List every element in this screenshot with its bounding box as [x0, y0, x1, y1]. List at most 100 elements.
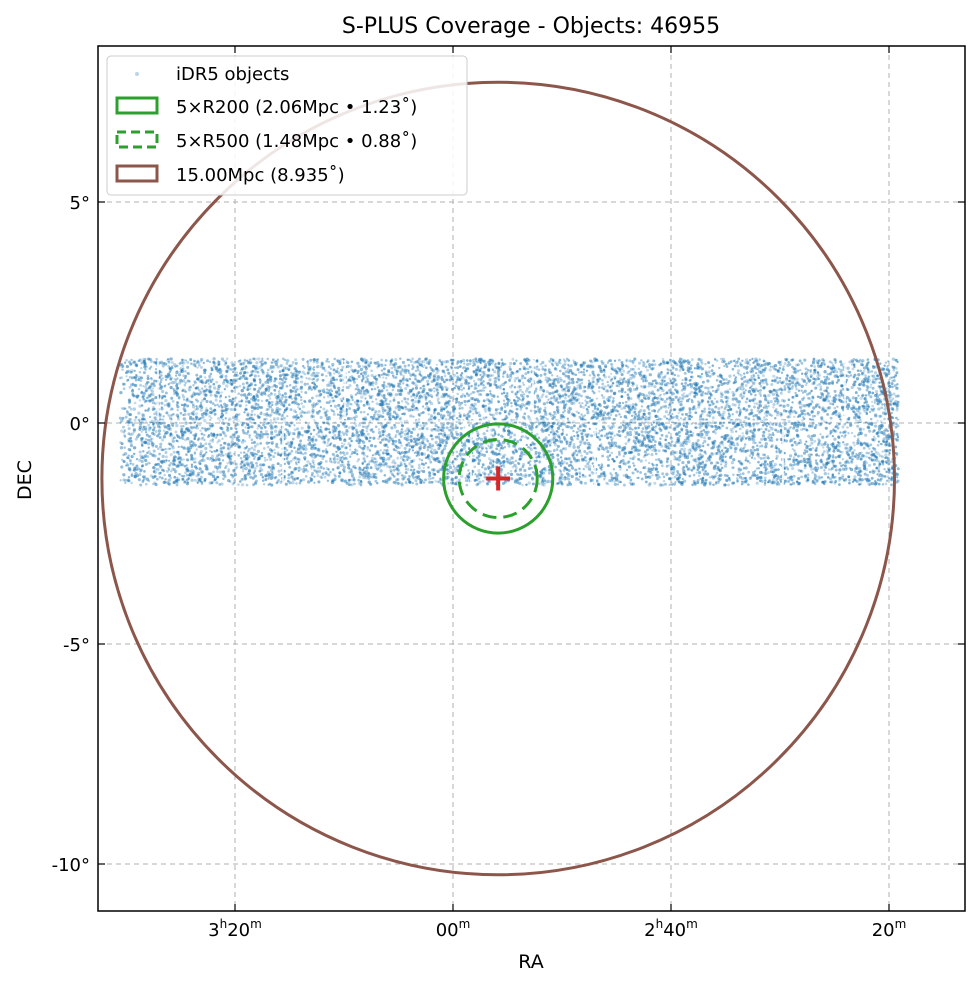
- scatter-point: [671, 385, 675, 389]
- scatter-point: [719, 453, 723, 457]
- scatter-point: [467, 381, 471, 385]
- scatter-point: [827, 377, 831, 381]
- scatter-point: [244, 407, 248, 411]
- scatter-point: [601, 382, 605, 386]
- scatter-point: [417, 466, 421, 470]
- scatter-point: [206, 409, 209, 412]
- scatter-point: [637, 410, 641, 414]
- scatter-point: [544, 416, 547, 419]
- scatter-point: [831, 380, 835, 384]
- scatter-point: [625, 468, 629, 472]
- scatter-point: [350, 360, 354, 364]
- scatter-point: [839, 368, 843, 372]
- scatter-point: [847, 416, 851, 420]
- scatter-point: [191, 405, 196, 409]
- scatter-point: [883, 364, 886, 367]
- scatter-point: [125, 358, 128, 362]
- scatter-point: [356, 369, 360, 373]
- scatter-point: [424, 396, 428, 400]
- scatter-point: [147, 428, 151, 432]
- scatter-point: [674, 395, 678, 399]
- scatter-point: [245, 408, 248, 411]
- scatter-point: [788, 363, 792, 366]
- scatter-point: [819, 433, 822, 436]
- scatter-point: [195, 412, 198, 416]
- scatter-point: [665, 391, 669, 395]
- scatter-point: [452, 382, 455, 386]
- scatter-point: [794, 411, 798, 415]
- scatter-point: [253, 374, 257, 378]
- scatter-point: [493, 380, 497, 384]
- scatter-point: [447, 428, 451, 432]
- scatter-point: [877, 470, 881, 473]
- scatter-point: [526, 394, 530, 398]
- scatter-point: [772, 475, 776, 479]
- scatter-point: [194, 415, 198, 419]
- scatter-point: [408, 377, 412, 381]
- scatter-point: [265, 408, 269, 411]
- scatter-point: [612, 397, 615, 400]
- scatter-point: [628, 481, 632, 484]
- scatter-point: [134, 379, 138, 382]
- scatter-point: [509, 375, 513, 380]
- scatter-point: [312, 435, 315, 439]
- scatter-point: [189, 431, 192, 435]
- scatter-point: [235, 423, 238, 427]
- scatter-point: [681, 396, 685, 399]
- scatter-point: [559, 472, 563, 475]
- scatter-point: [886, 475, 890, 479]
- scatter-point: [728, 374, 732, 378]
- scatter-point: [702, 444, 705, 448]
- scatter-point: [180, 445, 184, 449]
- scatter-point: [610, 473, 613, 477]
- scatter-point: [382, 411, 385, 415]
- scatter-point: [586, 411, 590, 415]
- scatter-point: [127, 456, 130, 460]
- scatter-point: [176, 370, 179, 373]
- scatter-point: [189, 358, 193, 362]
- scatter-point: [427, 413, 430, 416]
- scatter-point: [795, 394, 799, 398]
- scatter-point: [280, 417, 284, 421]
- scatter-point: [284, 428, 287, 431]
- scatter-point: [805, 440, 808, 443]
- scatter-point: [506, 401, 510, 405]
- scatter-point: [362, 425, 365, 429]
- scatter-point: [257, 357, 261, 361]
- scatter-point: [492, 394, 496, 398]
- scatter-point: [483, 467, 488, 471]
- scatter-point: [644, 424, 647, 428]
- scatter-point: [307, 443, 310, 446]
- scatter-point: [762, 359, 766, 363]
- scatter-point: [742, 391, 746, 394]
- scatter-point: [424, 478, 427, 482]
- scatter-point: [430, 395, 434, 399]
- scatter-point: [812, 433, 817, 438]
- scatter-point: [590, 403, 594, 406]
- scatter-point: [692, 473, 696, 477]
- scatter-point: [624, 426, 628, 430]
- scatter-point: [577, 397, 580, 401]
- scatter-point: [872, 462, 876, 466]
- scatter-point: [255, 453, 258, 456]
- scatter-point: [678, 369, 682, 372]
- scatter-point: [210, 480, 214, 485]
- scatter-point: [293, 424, 296, 427]
- scatter-point: [502, 465, 506, 468]
- scatter-point: [826, 372, 830, 376]
- scatter-point: [333, 429, 337, 432]
- scatter-point: [794, 391, 797, 395]
- scatter-point: [140, 366, 143, 370]
- scatter-point: [541, 415, 545, 420]
- scatter-point: [728, 478, 731, 482]
- scatter-point: [299, 414, 303, 418]
- scatter-point: [546, 421, 550, 425]
- scatter-point: [139, 470, 142, 473]
- scatter-point: [331, 409, 334, 413]
- scatter-point: [873, 371, 878, 375]
- scatter-point: [522, 376, 526, 380]
- scatter-point: [667, 431, 671, 435]
- scatter-point: [752, 367, 755, 370]
- scatter-point: [509, 361, 513, 366]
- scatter-point: [572, 445, 576, 449]
